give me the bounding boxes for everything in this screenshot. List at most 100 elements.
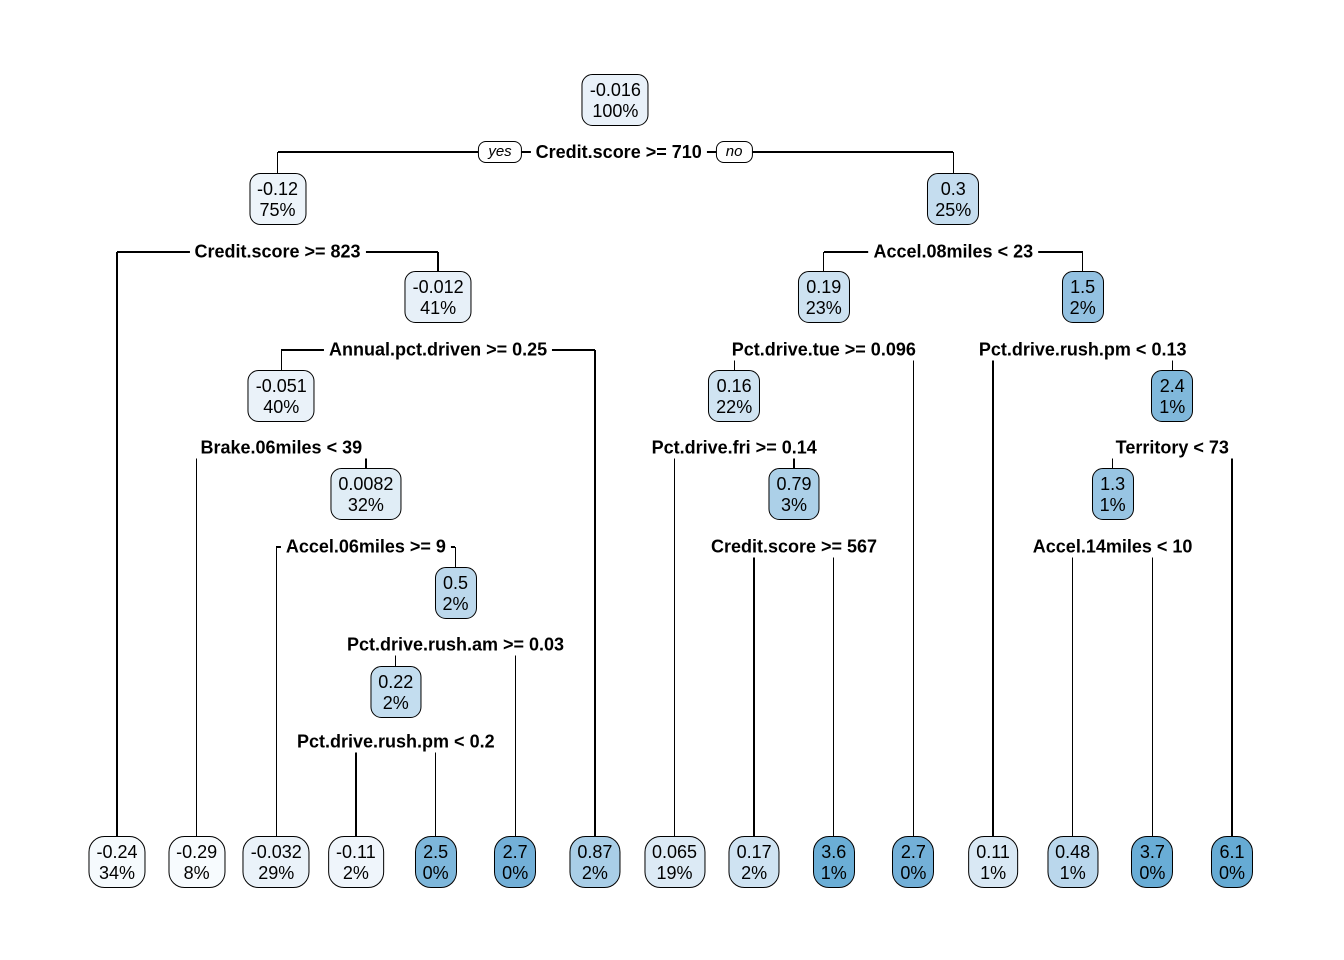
node-value: -0.29 [176, 841, 218, 862]
split-label: Credit.score >= 567 [705, 536, 883, 558]
split-label-row: Credit.score >= 567 [705, 536, 883, 558]
leaf-node: 3.6 1% [812, 836, 855, 888]
split-label-row: Accel.14miles < 10 [1027, 536, 1198, 558]
leaf-node: -0.29 8% [168, 836, 226, 888]
node-value: 0.3 [940, 178, 966, 199]
tree-node: -0.051 40% [247, 370, 315, 422]
leaf-node: 0.17 2% [728, 836, 780, 888]
node-percent: 2% [741, 862, 768, 883]
node-percent: 0% [900, 862, 927, 883]
tree-node: 1.3 1% [1091, 468, 1134, 520]
node-percent: 1% [1059, 862, 1086, 883]
tree-node: 2.4 1% [1151, 370, 1194, 422]
node-percent: 0% [1139, 862, 1166, 883]
node-percent: 100% [592, 100, 639, 121]
node-percent: 25% [935, 199, 972, 220]
leaf-node: 2.7 0% [892, 836, 935, 888]
node-percent: 0% [422, 862, 449, 883]
node-value: 6.1 [1219, 841, 1245, 862]
branch-line-vertical [355, 742, 357, 836]
branch-line-vertical [992, 350, 994, 836]
node-percent: 41% [420, 297, 457, 318]
branch-line-vertical [395, 645, 397, 666]
split-label: Pct.drive.tue >= 0.096 [726, 339, 921, 361]
leaf-node: 0.11 1% [968, 836, 1018, 888]
split-label: Credit.score >= 823 [189, 241, 366, 263]
split-label-row: Brake.06miles < 39 [195, 437, 368, 459]
node-value: -0.12 [256, 178, 299, 199]
node-value: 1.5 [1070, 276, 1096, 297]
branch-line-vertical [912, 350, 915, 836]
node-percent: 3% [780, 494, 808, 515]
tree-node: 1.5 2% [1061, 271, 1104, 323]
node-value: 0.22 [378, 671, 414, 692]
node-value: 0.87 [577, 841, 613, 862]
leaf-node: -0.24 34% [88, 836, 146, 888]
branch-line-vertical [833, 547, 835, 836]
split-label-row: Credit.score >= 823 [189, 241, 366, 263]
tree-node: -0.12 75% [248, 173, 307, 225]
tree-node: 0.22 2% [370, 666, 422, 718]
split-label-row: Pct.drive.tue >= 0.096 [726, 339, 921, 361]
node-percent: 2% [1069, 297, 1096, 318]
branch-line-vertical [116, 252, 118, 836]
branch-line-vertical [454, 547, 457, 567]
node-percent: 32% [347, 494, 384, 515]
node-value: 0.065 [651, 841, 698, 862]
node-value: 0.48 [1055, 841, 1091, 862]
leaf-node: 2.5 0% [414, 836, 457, 888]
node-value: 1.3 [1100, 473, 1126, 494]
split-label-row: Pct.drive.rush.am >= 0.03 [341, 634, 570, 656]
branch-line-vertical [195, 448, 198, 836]
node-value: 0.5 [442, 572, 469, 593]
split-label-row: Territory < 73 [1110, 437, 1234, 459]
leaf-node: 2.7 0% [494, 836, 537, 888]
node-percent: 0% [502, 862, 529, 883]
node-value: -0.016 [589, 79, 641, 100]
node-value: 3.6 [821, 841, 847, 862]
branch-line-vertical [434, 742, 437, 836]
node-value: 0.16 [716, 375, 752, 396]
tree-node: 0.19 23% [797, 271, 850, 323]
branch-line-vertical [276, 152, 279, 173]
branch-line-vertical [1072, 547, 1074, 836]
node-percent: 75% [259, 199, 296, 220]
node-percent: 1% [1099, 494, 1126, 515]
split-label: Pct.drive.rush.pm < 0.2 [292, 731, 500, 753]
node-percent: 0% [1218, 862, 1246, 883]
branch-line-vertical [823, 252, 825, 271]
node-percent: 8% [183, 862, 210, 883]
node-value: 2.7 [502, 841, 528, 862]
tree-node: 0.3 25% [927, 173, 980, 225]
node-value: 0.0082 [338, 473, 394, 494]
leaf-node: 6.1 0% [1210, 836, 1254, 888]
node-value: 0.79 [776, 473, 812, 494]
split-label-row: Accel.08miles < 23 [868, 241, 1039, 263]
branch-line-vertical [437, 252, 439, 271]
split-label-row: Accel.06miles >= 9 [280, 536, 451, 558]
node-value: 2.5 [423, 841, 449, 862]
split-label-row: Pct.drive.rush.pm < 0.13 [973, 339, 1192, 361]
node-value: -0.051 [255, 375, 307, 396]
branch-line-vertical [753, 547, 755, 836]
tree-node: -0.012 41% [404, 271, 472, 323]
tree-node: 0.5 2% [434, 567, 477, 619]
leaf-node: 0.065 19% [643, 836, 706, 888]
leaf-node: -0.11 2% [328, 836, 384, 888]
node-value: -0.012 [412, 276, 464, 297]
split-label: Annual.pct.driven >= 0.25 [324, 339, 553, 361]
no-branch-badge: no [715, 141, 753, 163]
split-label: Pct.drive.rush.am >= 0.03 [341, 634, 570, 656]
split-label-row: Pct.drive.rush.pm < 0.2 [292, 731, 500, 753]
split-label: Pct.drive.fri >= 0.14 [646, 437, 822, 459]
split-label-row: Annual.pct.driven >= 0.25 [324, 339, 553, 361]
node-percent: 23% [805, 297, 842, 318]
split-label: Accel.06miles >= 9 [280, 536, 451, 558]
split-label-row: yes Credit.score >= 710 no [478, 141, 753, 163]
node-value: 2.4 [1159, 375, 1185, 396]
node-value: 0.17 [736, 841, 772, 862]
yes-branch-badge: yes [478, 141, 522, 163]
node-value: -0.11 [336, 841, 376, 862]
node-percent: 22% [716, 396, 753, 417]
